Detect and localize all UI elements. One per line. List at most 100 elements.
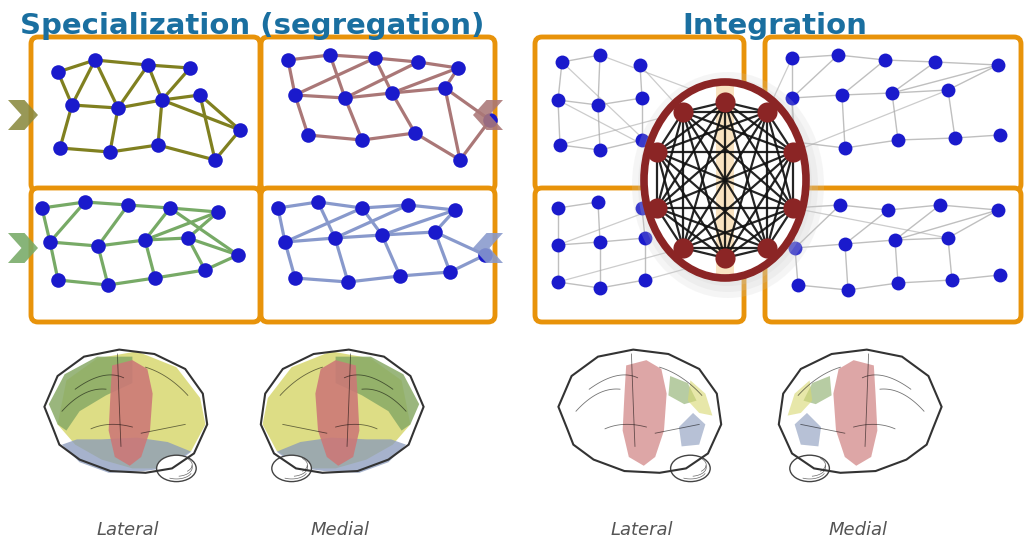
Point <box>276 237 293 246</box>
Point <box>287 273 303 282</box>
Point <box>90 242 106 251</box>
Polygon shape <box>315 360 359 466</box>
Polygon shape <box>787 380 812 416</box>
Text: Lateral: Lateral <box>610 521 673 539</box>
Point <box>87 56 103 65</box>
Point <box>441 267 458 276</box>
Point <box>384 89 400 97</box>
Text: Lateral: Lateral <box>96 521 160 539</box>
Point <box>890 135 906 144</box>
Point <box>399 201 416 209</box>
Polygon shape <box>795 413 821 446</box>
Point <box>634 135 650 144</box>
Text: Integration: Integration <box>683 12 867 40</box>
Point <box>675 108 691 116</box>
Point <box>675 243 691 252</box>
Ellipse shape <box>632 72 824 298</box>
Point <box>162 203 178 212</box>
Polygon shape <box>261 350 424 473</box>
FancyBboxPatch shape <box>31 37 260 191</box>
Point <box>786 138 803 146</box>
Polygon shape <box>669 376 696 404</box>
Polygon shape <box>109 360 153 466</box>
Ellipse shape <box>157 455 197 482</box>
Point <box>831 201 848 209</box>
Point <box>590 101 606 110</box>
Point <box>550 203 566 212</box>
Point <box>550 241 566 250</box>
Point <box>783 94 800 102</box>
Point <box>229 251 246 260</box>
FancyBboxPatch shape <box>535 37 744 191</box>
Polygon shape <box>44 350 207 473</box>
Bar <box>716 80 734 280</box>
Point <box>367 53 383 62</box>
Polygon shape <box>679 413 706 446</box>
FancyBboxPatch shape <box>261 188 495 322</box>
Point <box>834 91 850 100</box>
Point <box>592 145 608 154</box>
Point <box>374 231 390 240</box>
Polygon shape <box>834 360 878 466</box>
Point <box>180 233 197 242</box>
Text: Medial: Medial <box>828 521 888 539</box>
Point <box>940 233 956 242</box>
Point <box>340 277 356 286</box>
FancyBboxPatch shape <box>535 188 744 322</box>
Point <box>182 63 199 72</box>
Point <box>783 203 800 212</box>
Point <box>992 271 1009 280</box>
Polygon shape <box>473 100 503 130</box>
Point <box>940 86 956 95</box>
Point <box>784 148 801 157</box>
Point <box>649 203 666 212</box>
Point <box>354 135 371 144</box>
Point <box>829 51 846 60</box>
Point <box>717 253 733 262</box>
Point <box>477 251 494 260</box>
Point <box>140 61 157 70</box>
Point <box>327 233 343 242</box>
Point <box>840 286 856 295</box>
Point <box>52 144 69 153</box>
Point <box>50 67 67 76</box>
Polygon shape <box>473 233 503 263</box>
Point <box>354 203 371 212</box>
Point <box>590 198 606 207</box>
Point <box>550 96 566 105</box>
Polygon shape <box>276 438 406 473</box>
FancyBboxPatch shape <box>31 188 260 322</box>
Point <box>634 203 650 212</box>
Text: Specialization (segregation): Specialization (segregation) <box>19 12 484 40</box>
Point <box>150 140 166 149</box>
Ellipse shape <box>644 84 812 286</box>
Point <box>231 125 248 134</box>
Point <box>990 61 1007 70</box>
Point <box>337 94 353 102</box>
Point <box>120 201 136 209</box>
Polygon shape <box>779 350 942 473</box>
Polygon shape <box>336 356 419 431</box>
Point <box>592 237 608 246</box>
Point <box>99 281 116 290</box>
Point <box>392 272 409 281</box>
Ellipse shape <box>645 83 805 277</box>
Point <box>450 63 466 72</box>
Point <box>280 56 296 65</box>
Point <box>446 206 463 214</box>
Point <box>592 51 608 60</box>
Point <box>550 277 566 286</box>
Point <box>110 104 126 113</box>
Point <box>137 236 154 245</box>
Point <box>884 89 900 97</box>
Point <box>50 276 67 285</box>
Point <box>649 148 666 157</box>
Point <box>947 134 964 143</box>
Point <box>717 97 733 106</box>
Point <box>63 101 80 110</box>
Point <box>632 61 648 70</box>
Point <box>783 53 800 62</box>
Point <box>101 148 118 157</box>
Point <box>992 130 1009 139</box>
Polygon shape <box>804 376 831 404</box>
